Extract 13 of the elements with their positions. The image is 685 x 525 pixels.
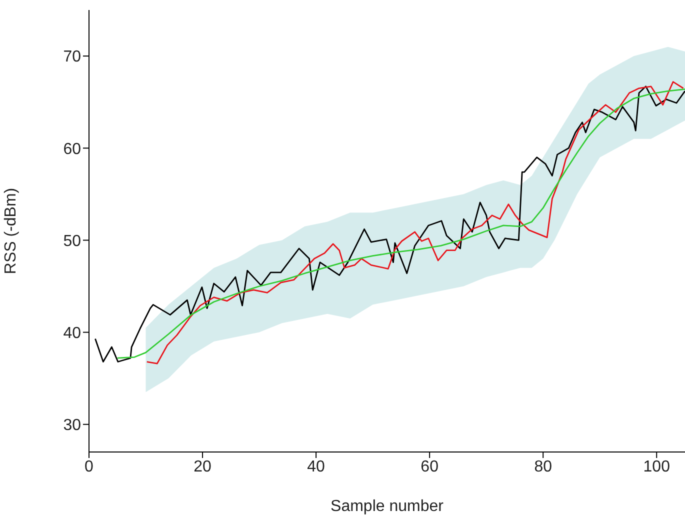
x-axis-title: Sample number [330,498,444,515]
x-tick-label: 0 [84,458,94,476]
x-tick-label: 40 [307,458,326,476]
y-tick-label: 40 [63,324,82,342]
y-tick-label: 30 [63,417,82,434]
x-tick-label: 80 [534,458,552,476]
y-tick-label: 70 [63,48,82,66]
y-tick-label: 60 [63,140,82,158]
y-tick-label: 50 [63,232,82,250]
y-axis-title: RSS (-dBm) [2,188,20,274]
x-tick-label: 60 [420,458,439,476]
x-tick-label: 20 [194,458,212,476]
x-tick-label: 100 [643,458,670,476]
